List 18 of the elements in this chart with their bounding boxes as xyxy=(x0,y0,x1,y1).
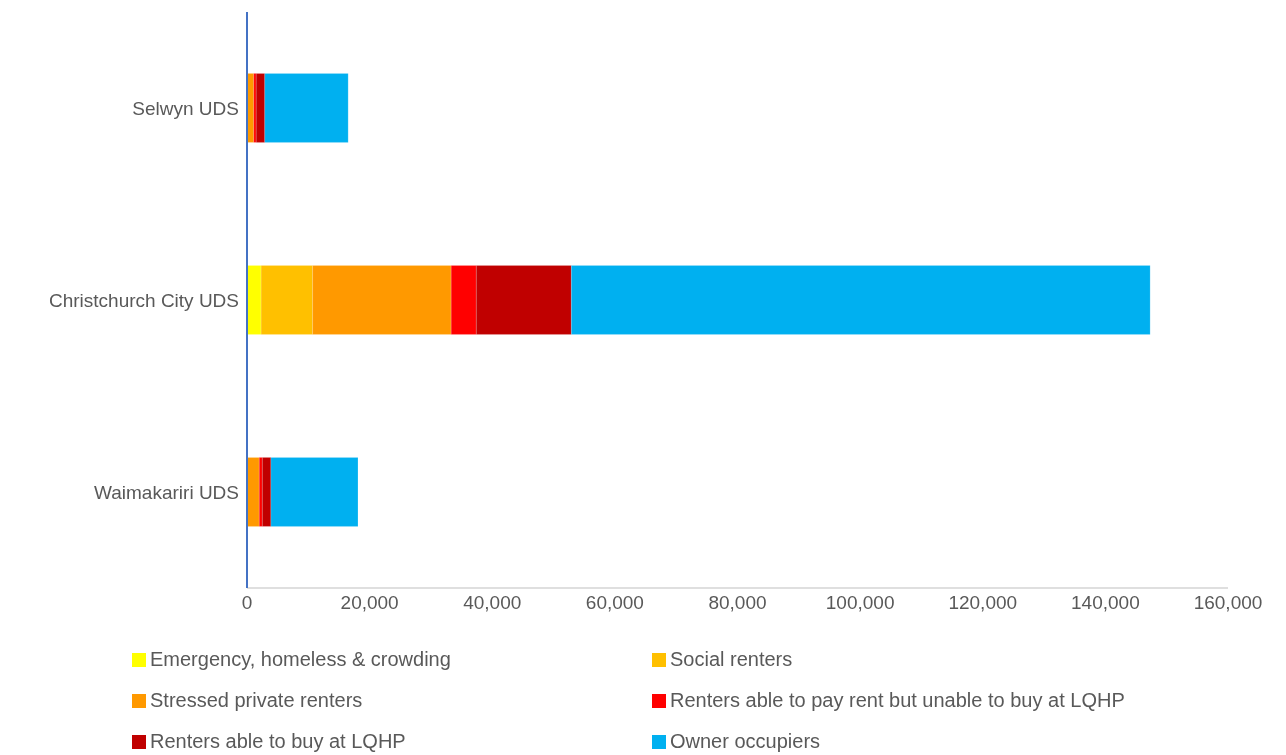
legend-label: Social renters xyxy=(670,648,793,671)
legend-label: Emergency, homeless & crowding xyxy=(150,648,451,671)
y-tick-label: Christchurch City UDS xyxy=(48,289,239,311)
x-tick-label: 60,000 xyxy=(585,592,644,614)
x-tick-label: 80,000 xyxy=(708,592,767,614)
legend-label: Renters able to pay rent but unable to buy at LQHP xyxy=(670,689,1125,712)
legend-label: Renters able to buy at LQHP xyxy=(150,730,406,753)
x-tick-label: 20,000 xyxy=(340,592,399,614)
x-tick-label: 140,000 xyxy=(1071,592,1140,614)
y-tick-label: Waimakariri UDS xyxy=(94,481,239,503)
x-tick-label: 100,000 xyxy=(825,592,895,614)
x-tick-label: 0 xyxy=(241,592,253,614)
x-tick-label: 40,000 xyxy=(463,592,522,614)
legend-label: Owner occupiers xyxy=(670,730,821,753)
x-tick-label: 120,000 xyxy=(948,592,1018,614)
legend-label: Stressed private renters xyxy=(150,689,363,712)
x-tick-label: 160,000 xyxy=(1193,592,1263,614)
y-tick-label: Selwyn UDS xyxy=(132,97,239,119)
